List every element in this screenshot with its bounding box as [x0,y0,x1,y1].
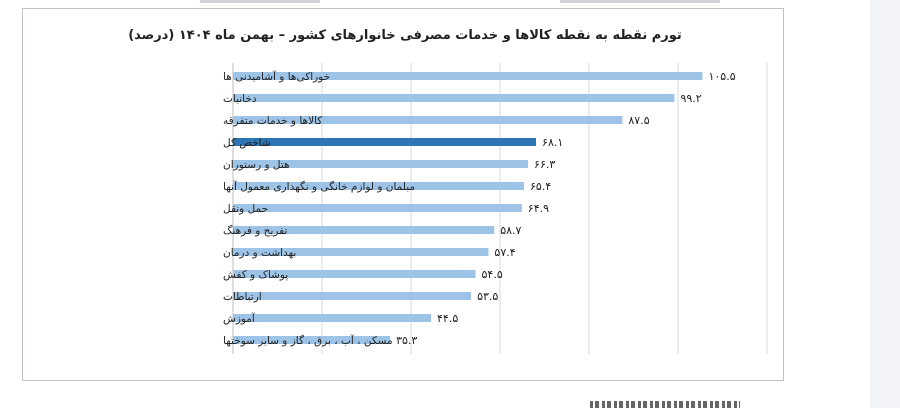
value-label: ۵۳.۵ [477,290,498,303]
bars [233,72,703,344]
value-label: ۹۹.۲ [680,92,701,105]
top-strip-mark [200,0,320,3]
category-label: مسکن ، آب ، برق ، گاز و سایر سوختها [223,334,393,347]
bar [233,182,525,190]
top-strip [0,0,870,6]
category-label: هتل و رستوران [223,159,290,171]
bar-highlight [233,138,537,146]
bar [233,204,522,212]
chart-card: تورم نقطه به نقطه کالاها و خدمات مصرفی خ… [22,8,784,381]
value-label: ۶۴.۹ [528,202,549,215]
bar [233,160,529,168]
category-label: خوراکی‌ها و آشامیدنی ها [223,70,330,83]
cut-off-text-below-chart [590,397,750,408]
inflation-bar-chart: تورم نقطه به نقطه کالاها و خدمات مصرفی خ… [128,28,768,354]
top-strip-mark [560,0,720,3]
bar [233,116,623,124]
bar [233,292,472,300]
category-label: بهداشت و درمان [223,247,296,259]
value-label: ۴۴.۵ [437,312,458,325]
value-label: ۸۷.۵ [628,114,649,127]
bar [233,270,476,278]
category-label: پوشاک و کفش [223,269,288,281]
value-labels: ۱۰۵.۵ ۹۹.۲ ۸۷.۵ ۶۸.۱ ۶۶.۳ ۶۵.۴ ۶۴.۹ ۵۸.۷ ۵۷.۴ ۵۴.… [396,70,736,347]
value-label: ۶۶.۳ [534,158,555,171]
category-label: کالاها و خدمات متفرقه [223,115,322,127]
value-label: ۵۴.۵ [482,268,503,281]
bar [233,336,391,344]
bar [233,226,495,234]
category-label: مبلمان و لوازم خانگی و نگهداری معمول آنه… [223,180,415,193]
category-label: تفریح و فرهنگ [223,224,287,237]
bar [233,248,489,256]
value-label: ۶۵.۴ [530,180,551,193]
partial-text-glyphs [590,401,740,408]
category-label: آموزش [223,312,256,325]
right-side-panel [870,0,900,408]
category-label: شاخص کل [223,137,271,149]
category-label: ارتباطات [223,291,262,303]
bar [233,314,432,322]
category-label: حمل ونقل [223,203,268,215]
value-label: ۵۷.۴ [494,246,515,259]
category-label: دخانیات [223,93,257,105]
value-label: ۱۰۵.۵ [708,70,735,83]
bar [233,94,675,102]
chart-title: تورم نقطه به نقطه کالاها و خدمات مصرفی خ… [128,28,682,43]
value-label: ۵۸.۷ [500,224,521,237]
value-label: ۶۸.۱ [542,136,563,149]
bar [233,72,703,80]
category-labels: خوراکی‌ها و آشامیدنی ها دخانیات کالاها و خ… [223,70,415,347]
value-label: ۳۵.۳ [396,334,417,347]
